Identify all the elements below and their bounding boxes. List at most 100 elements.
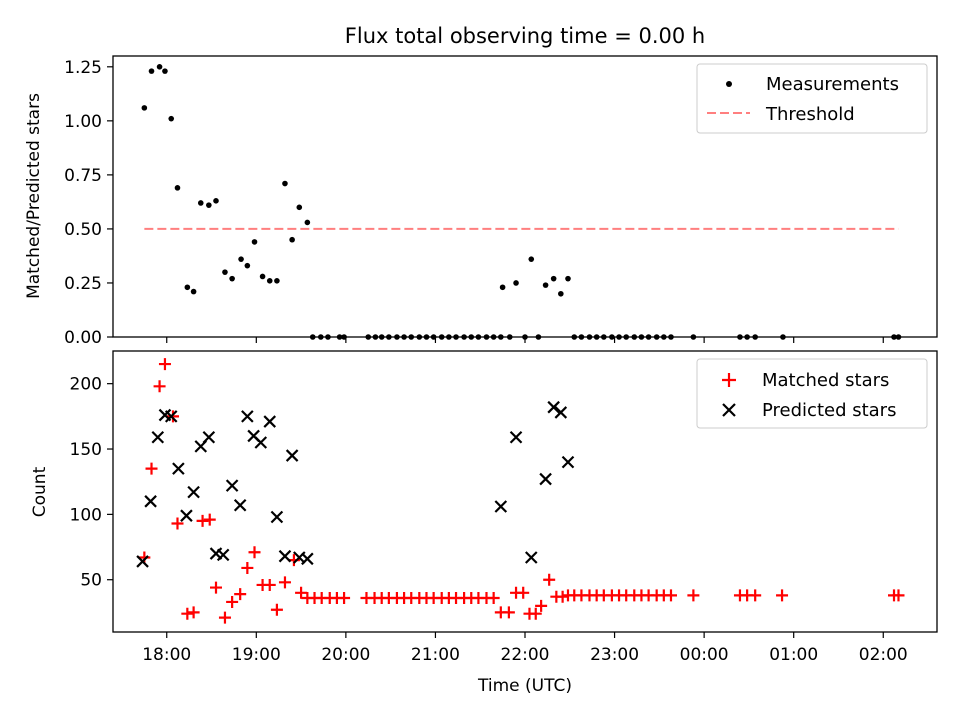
matched-star-point [196, 514, 209, 527]
measurement-point [174, 185, 181, 191]
measurement-point [168, 115, 175, 122]
measurement-point [289, 236, 295, 243]
predicted-star-point [225, 479, 239, 492]
measurement-point [148, 68, 155, 74]
predicted-star-point [301, 552, 314, 566]
bottom-panel: Count Time (UTC) 18:00 19:00 20:00 21:00 22:… [30, 350, 938, 696]
measurement-point [513, 280, 519, 286]
legend-predicted-marker [722, 403, 736, 417]
top-y-tick-label: 0.00 [64, 328, 102, 348]
measurement-point [156, 64, 163, 70]
top-panel: Flux total observing time = 0.00 h Match… [24, 24, 938, 348]
matched-star-point [263, 578, 276, 591]
bottom-y-axis-label: Count [30, 466, 50, 517]
measurement-point [213, 198, 219, 204]
measurement-point [206, 202, 212, 208]
predicted-star-point [216, 548, 230, 562]
top-y-tick-label: 0.75 [64, 166, 102, 186]
matched-star-point [749, 589, 762, 602]
predicted-star-point [270, 510, 284, 524]
predicted-star-point [494, 500, 508, 513]
measurement-point [162, 68, 168, 74]
matched-star-point [556, 590, 569, 603]
matched-star-point [203, 513, 216, 526]
predicted-star-point [263, 415, 277, 428]
matched-star-point [687, 589, 700, 602]
bottom-y-tick-label: 200 [70, 375, 102, 395]
measurement-point [550, 275, 557, 282]
predicted-star-point [524, 551, 538, 564]
top-legend: Measurements Threshold [696, 63, 928, 134]
matched-star-point [295, 586, 308, 599]
predicted-star-point [278, 549, 292, 563]
measurement-point [304, 219, 311, 226]
predicted-star-point [547, 400, 560, 414]
matched-star-point [145, 462, 158, 475]
measurement-point [197, 200, 204, 206]
x-tick-label: 22:00 [501, 645, 550, 665]
measurement-point [282, 180, 288, 187]
measurement-point [296, 204, 303, 211]
matched-star-point [241, 561, 254, 574]
bottom-legend: Matched stars Predicted stars [696, 358, 928, 429]
measurement-point [141, 105, 148, 111]
x-axis-label: Time (UTC) [477, 676, 572, 696]
measurement-point [528, 256, 535, 262]
measurement-point [499, 284, 506, 291]
matched-star-point [138, 551, 151, 564]
predicted-star-point [254, 436, 268, 449]
top-y-axis-label: Matched/Predicted stars [24, 93, 44, 299]
measurement-point [558, 290, 564, 297]
top-y-tick-label: 1.25 [64, 58, 102, 78]
x-tick-label: 00:00 [680, 645, 729, 665]
legend-matched-label: Matched stars [762, 370, 889, 391]
x-tick-label: 20:00 [321, 645, 370, 665]
legend-measurements-label: Measurements [766, 74, 899, 95]
predicted-star-point [241, 410, 254, 423]
x-tick-label: 01:00 [769, 645, 818, 665]
top-y-tick-label: 0.50 [64, 220, 102, 240]
measurement-point [184, 284, 191, 291]
measurement-point [266, 278, 273, 284]
predicted-star-point [285, 449, 299, 462]
matched-star-point [210, 581, 222, 594]
matched-star-point [187, 606, 200, 619]
predicted-star-point [187, 485, 200, 499]
top-legend-box [696, 63, 928, 134]
predicted-star-point [151, 430, 165, 444]
matched-star-point [776, 589, 789, 602]
matched-star-point [543, 573, 556, 586]
x-tick-label: 23:00 [590, 645, 639, 665]
predicted-star-point [144, 495, 157, 508]
x-tick-label: 19:00 [232, 645, 281, 665]
matched-star-point [338, 592, 351, 605]
predicted-star-point [202, 430, 216, 444]
legend-measurements-marker [726, 81, 732, 87]
matched-star-point [502, 606, 515, 619]
bottom-y-tick-label: 100 [70, 505, 102, 525]
matched-star-point [529, 607, 542, 620]
predicted-star-point [554, 406, 568, 419]
bottom-legend-box [696, 358, 928, 429]
measurement-point [542, 282, 549, 288]
measurement-point [251, 239, 258, 245]
predicted-star-point [539, 472, 552, 486]
bottom-plot-area [136, 358, 905, 624]
legend-threshold-label: Threshold [765, 104, 855, 125]
bottom-y-tick-label: 50 [80, 571, 102, 591]
matched-star-point [167, 410, 180, 423]
predicted-star-point [172, 462, 185, 475]
matched-star-point [171, 517, 184, 530]
matched-star-point [158, 358, 171, 371]
matched-star-point [487, 592, 500, 605]
bottom-x-ticks: 18:00 19:00 20:00 21:00 22:00 23:00 00:00 01:00… [142, 632, 908, 665]
x-tick-label: 18:00 [142, 645, 191, 665]
top-y-ticks: 0.00 0.25 0.50 0.75 1.00 1.25 [64, 58, 113, 348]
matched-star-point [535, 599, 548, 612]
top-y-tick-label: 0.25 [64, 274, 102, 294]
matched-star-point [278, 576, 291, 589]
chart-title: Flux total observing time = 0.00 h [345, 24, 705, 48]
measurement-point [238, 256, 244, 262]
matched-star-point [517, 586, 530, 599]
